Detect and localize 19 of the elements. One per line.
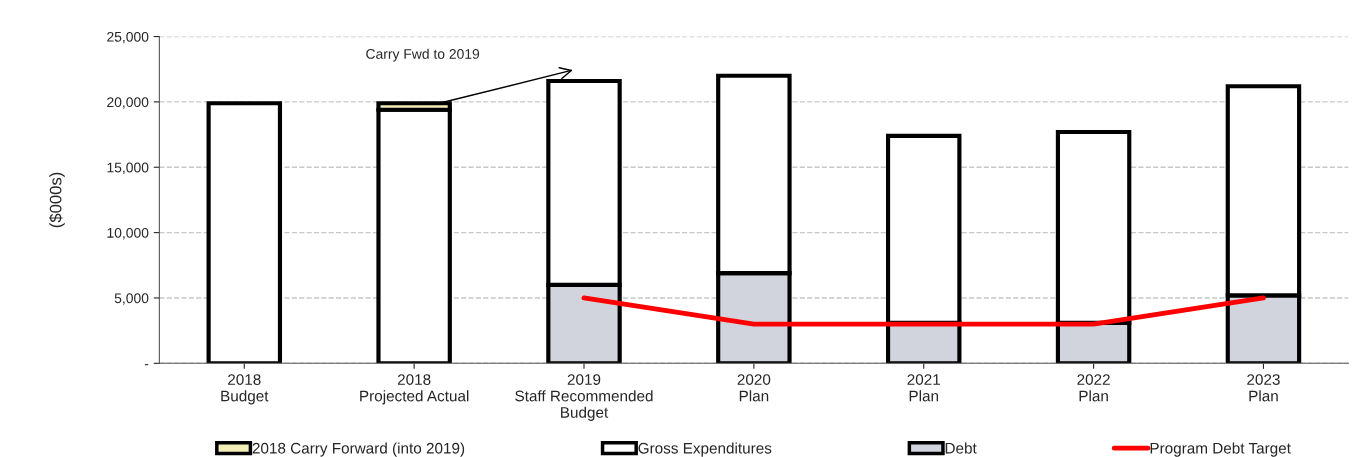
y-tick-label: 20,000 <box>107 97 149 109</box>
x-tick-label: 2018 Projected Actual <box>360 374 469 405</box>
x-tick-label: 2021 Plan <box>907 374 940 402</box>
x-tick-label: 2020 Plan <box>737 374 771 402</box>
x-tick-label: 2022 Plan <box>1077 374 1110 402</box>
y-tick-label: - <box>144 364 149 366</box>
x-tick-label: 2018 Budget <box>221 374 269 405</box>
legend-label: 2018 Carry Forward (into 2019) <box>252 442 465 457</box>
y-tick-label: 15,000 <box>107 162 149 175</box>
y-axis-title: ($000s) <box>49 172 65 228</box>
y-tick-label: 25,000 <box>107 31 149 44</box>
legend-label: Program Debt Target <box>1150 442 1291 457</box>
legend-label: Gross Expenditures <box>638 442 772 457</box>
x-tick-label: 2023 Plan <box>1247 374 1280 402</box>
legend-label: Debt <box>945 442 977 454</box>
y-tick-label: 10,000 <box>107 227 149 240</box>
x-tick-label: 2019 Staff Recommended Budget <box>515 374 653 421</box>
annotation: Carry Fwd to 2019 <box>366 48 480 62</box>
y-tick-label: 5,000 <box>114 293 149 305</box>
